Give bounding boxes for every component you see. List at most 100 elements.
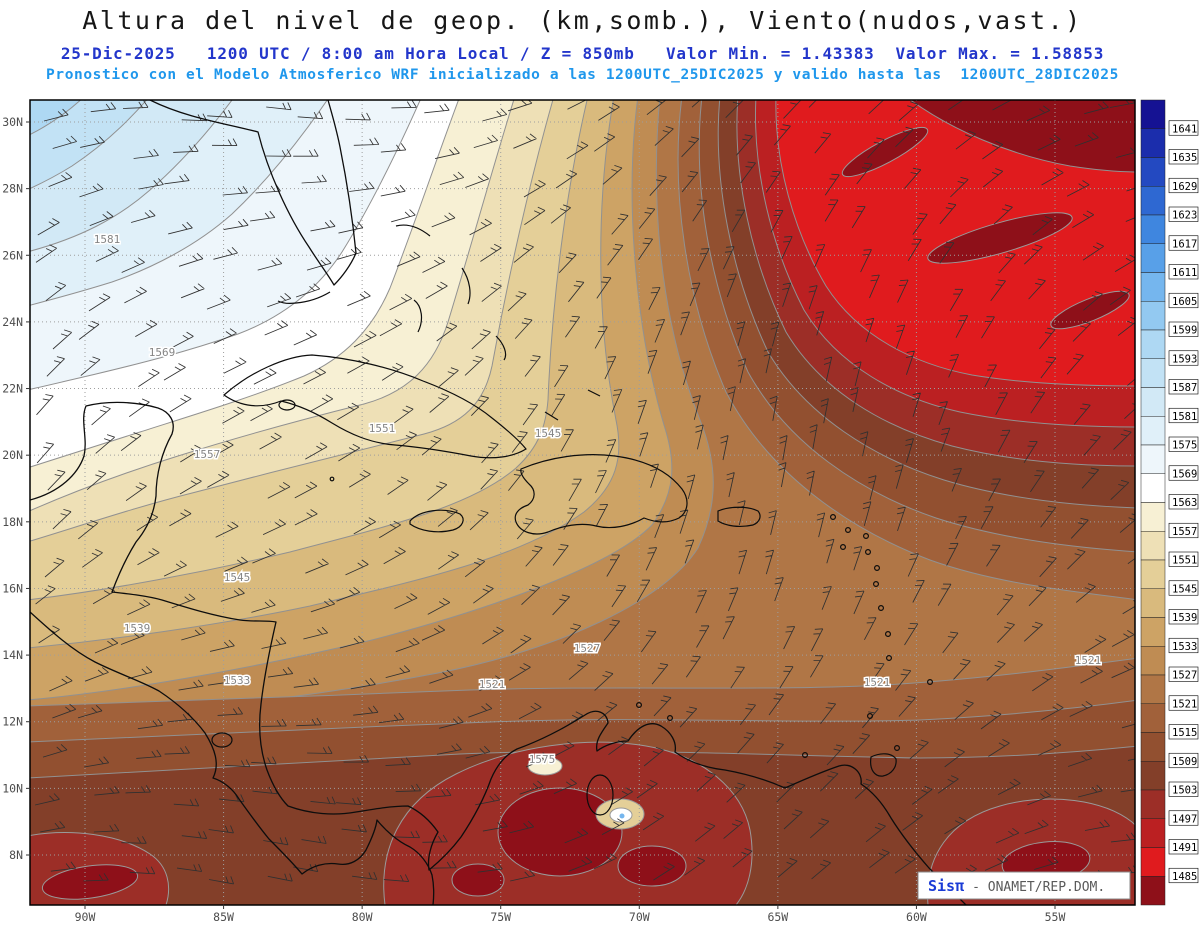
colorbar-label-box (1168, 407, 1199, 424)
band-1593 (30, 100, 82, 136)
colorbar-label-box (1168, 379, 1199, 395)
island-hispaniola (514, 454, 688, 535)
lon-label: 70W (629, 910, 650, 924)
colorbar-cell (1140, 789, 1166, 819)
island-puerto-rico (717, 506, 761, 527)
lat-label: 12N (2, 715, 23, 729)
contour-label: 1539 (124, 622, 151, 635)
colorbar-label-box (1168, 321, 1199, 337)
colorbar-label: 1539 (1172, 612, 1197, 624)
colorbar-cell (1140, 214, 1166, 244)
island-dot (926, 678, 933, 685)
contour-label: 1521 (1075, 654, 1102, 667)
colorbar-label: 1509 (1172, 756, 1197, 768)
colorbar-cell (1140, 473, 1166, 503)
contour-label: 1545 (535, 427, 562, 440)
credit-box (917, 871, 1131, 900)
chart-subtitle-model: Pronostico con el Modelo Atmosferico WRF… (46, 67, 1119, 83)
colorbar-cell (1140, 732, 1166, 762)
colorbar-cell (1140, 559, 1166, 589)
colorbar-label: 1635 (1172, 152, 1197, 164)
island-cuba (223, 354, 527, 459)
colorbar-label-box (1168, 292, 1199, 309)
colorbar-label: 1515 (1172, 727, 1197, 739)
colorbar-label: 1521 (1172, 698, 1197, 710)
colorbar-label: 1617 (1172, 238, 1197, 250)
lake-maracaibo (586, 774, 614, 816)
colorbar-label-box (1168, 149, 1199, 165)
lat-label: 30N (2, 115, 23, 129)
colorbar-cell (1140, 157, 1166, 187)
colorbar-label-box (1168, 177, 1199, 194)
lat-label: 24N (2, 315, 23, 329)
colorbar-cell (1140, 272, 1166, 302)
ne-min-wedge (909, 100, 1135, 173)
contour-label: 1551 (369, 422, 396, 435)
coastlines (30, 100, 967, 905)
credit-text: Sisπ - ONAMET/REP.DOM. (928, 877, 1105, 895)
island-dot (873, 564, 880, 571)
island-dot (872, 580, 879, 587)
colorbar-cell (1140, 588, 1166, 618)
colorbar-cell (1140, 444, 1166, 474)
colorbar-label: 1533 (1172, 641, 1197, 653)
lon-label: 85W (213, 910, 234, 924)
island-dot (666, 714, 673, 721)
island-dot (839, 543, 846, 550)
colorbar-label: 1527 (1172, 670, 1197, 682)
colorbar-label: 1491 (1172, 842, 1197, 854)
colorbar-label: 1611 (1172, 267, 1197, 279)
coastline-florida (149, 100, 357, 286)
colorbar-cell (1140, 358, 1166, 388)
low-min-patch (41, 864, 139, 900)
island-dot (844, 526, 851, 533)
wind-barb-layer (35, 100, 1135, 885)
chart-title: Altura del nivel de geop. (km,somb.), Vi… (82, 6, 1083, 35)
terrain-high-dot (619, 813, 625, 819)
colorbar-cell (1140, 531, 1166, 561)
colorbar-label-box (1168, 465, 1199, 481)
island-dot (801, 751, 808, 758)
colorbar-label-box (1168, 666, 1199, 682)
lake-nicaragua (211, 732, 233, 748)
credit-org: - ONAMET/REP.DOM. (972, 880, 1105, 895)
wind-barbs (35, 100, 1135, 885)
colorbar-label-box (1168, 695, 1199, 711)
island-dot (866, 712, 873, 719)
map-field: 1581 1569 1557 1551 1545 1545 1539 1533 1527 1521… (30, 100, 1135, 905)
island-isla-juventud (278, 399, 296, 411)
contour-label-layer: 1581 1569 1557 1551 1545 1545 1539 1533 1527 1521… (92, 232, 1103, 768)
lat-label: 14N (2, 648, 23, 662)
colorbar-cell (1140, 617, 1166, 647)
map-border (29, 99, 1136, 906)
island-dot (864, 548, 871, 555)
colorbar-label-box (1168, 436, 1199, 452)
ne-min-patch (927, 212, 1073, 264)
colorbar-label: 1545 (1172, 583, 1197, 595)
island-cayman (329, 476, 335, 482)
colorbar-label-box (1168, 637, 1199, 654)
florida-keys (277, 291, 331, 304)
colorbar-label-box (1168, 206, 1199, 222)
colorbar-label: 1629 (1172, 181, 1197, 193)
lat-label: 10N (2, 781, 23, 795)
colorbar-cell (1140, 876, 1166, 906)
colorbar-label-box (1168, 839, 1199, 855)
contour-label: 1527 (574, 642, 601, 655)
lat-label: 18N (2, 515, 23, 529)
colorbar-label-box (1168, 350, 1199, 366)
colorbar-cell (1140, 703, 1166, 733)
chart-subtitle-validity: 25-Dic-2025 1200 UTC / 8:00 am Hora Loca… (60, 44, 1105, 63)
colorbar-cell (1140, 329, 1166, 359)
lat-label: 16N (2, 581, 23, 595)
credit: Sisπ - ONAMET/REP.DOM. (917, 871, 1131, 900)
islands-lesser-antilles (635, 513, 933, 758)
colorbar-label-box (1168, 580, 1199, 596)
island-dot (829, 513, 836, 520)
low-min-patch (617, 845, 687, 887)
colorbar-label-box (1168, 264, 1199, 280)
contour-label: 1533 (224, 674, 251, 687)
colorbar-label-box (1168, 609, 1199, 625)
lat-label: 20N (2, 448, 23, 462)
